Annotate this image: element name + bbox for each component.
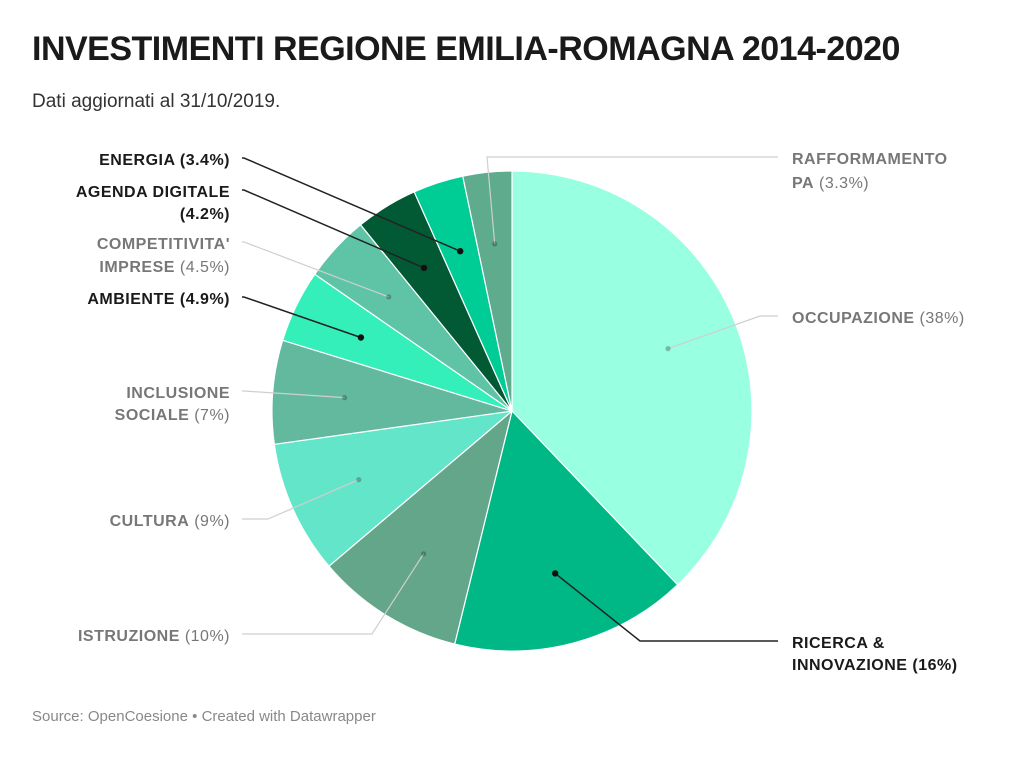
slice-label-value: (9%) (189, 513, 230, 530)
slice-label-name: INCLUSIONE (126, 385, 230, 402)
leader-line-competitivita-imprese (242, 241, 389, 298)
slice-label-inclusione-sociale-line-2: SOCIALE (7%) (115, 407, 230, 424)
slice-label-value: (4.9%) (175, 291, 230, 308)
slice-label-name: INNOVAZIONE (792, 657, 907, 674)
slice-label-value: (7%) (189, 407, 230, 424)
slice-label-rafformamento-pa-line-1: RAFFORMAMENTO (792, 151, 948, 168)
anchor-dot-competitivita-imprese (386, 294, 392, 300)
slice-label-rafformamento-pa-line-2: PA (3.3%) (792, 175, 869, 192)
anchor-dot-occupazione (665, 346, 671, 352)
slice-label-name: CULTURA (110, 513, 190, 530)
slice-label-ricerca-innovazione-line-1: RICERCA & (792, 635, 885, 652)
slice-label-name: RAFFORMAMENTO (792, 151, 948, 168)
slice-label-agenda-digitale-line-1: AGENDA DIGITALE (76, 184, 230, 201)
slice-label-ricerca-innovazione-line-2: INNOVAZIONE (16%) (792, 657, 958, 674)
slice-label-inclusione-sociale-line-1: INCLUSIONE (126, 385, 230, 402)
slice-label-istruzione-line-1: ISTRUZIONE (10%) (78, 628, 230, 645)
slice-label-ambiente-line-1: AMBIENTE (4.9%) (87, 291, 230, 308)
leader-line-energia (242, 157, 461, 252)
slice-label-value: (38%) (915, 310, 965, 327)
leader-lines (242, 156, 778, 642)
leader-line-occupazione (667, 315, 778, 350)
slice-label-name: OCCUPAZIONE (792, 310, 915, 327)
credit-text: Created with Datawrapper (201, 708, 376, 725)
slice-label-value: (4.5%) (175, 259, 230, 276)
slice-labels: OCCUPAZIONE (38%) RICERCA & INNOVAZIONE (1… (76, 151, 965, 674)
pie-slice-rafformamento-pa (462, 170, 513, 412)
anchor-dot-istruzione (421, 551, 427, 557)
pie-slice-ricerca-innovazione (453, 409, 679, 652)
pie-slice-inclusione-sociale (271, 339, 513, 446)
slice-label-occupazione-line-1: OCCUPAZIONE (38%) (792, 310, 965, 327)
anchor-dot-cultura (356, 477, 362, 483)
source-label: Source: (32, 708, 84, 725)
slice-label-name: COMPETITIVITA' (97, 236, 230, 253)
leader-line-agenda-digitale (242, 189, 425, 269)
anchor-dot-inclusione-sociale (341, 395, 348, 401)
slice-label-name: AMBIENTE (87, 291, 175, 308)
slice-label-name: PA (792, 175, 814, 192)
chart-subtitle: Dati aggiornati al 31/10/2019. (32, 91, 281, 112)
leader-line-rafformamento-pa (486, 156, 778, 244)
chart-footer: Source: OpenCoesione • Created with Data… (32, 708, 376, 725)
anchor-dot-energia (457, 248, 464, 255)
pie-chart: OCCUPAZIONE (38%) RICERCA & INNOVAZIONE (1… (76, 151, 965, 674)
anchor-dot-ambiente (357, 334, 365, 341)
leader-line-ricerca-innovazione (554, 572, 778, 642)
leader-line-cultura (242, 479, 359, 520)
chart-title: INVESTIMENTI REGIONE EMILIA-ROMAGNA 2014… (32, 30, 900, 68)
slice-label-energia-line-1: ENERGIA (3.4%) (99, 152, 230, 169)
footer-separator: • (192, 708, 198, 725)
pie-slice-istruzione (328, 409, 514, 645)
slice-label-cultura-line-1: CULTURA (9%) (110, 513, 230, 530)
leader-line-inclusione-sociale (242, 390, 345, 399)
slice-label-name: SOCIALE (115, 407, 190, 424)
slice-label-value: (4.2%) (180, 206, 230, 223)
slice-label-value: (3.3%) (814, 175, 869, 192)
slice-label-competitivita-imprese-line-1: COMPETITIVITA' (97, 236, 230, 253)
source-name: OpenCoesione (87, 708, 188, 725)
slice-label-value: (16%) (907, 657, 957, 674)
leader-line-istruzione (242, 553, 425, 635)
anchor-dot-rafformamento-pa (492, 241, 498, 247)
pie-slice-cultura (273, 410, 514, 568)
slice-label-name: AGENDA DIGITALE (76, 184, 230, 201)
pie-slices (271, 170, 753, 652)
anchor-dot-ricerca-innovazione (552, 570, 559, 577)
slice-label-agenda-digitale-line-2: (4.2%) (180, 206, 230, 223)
slice-label-name: RICERCA & (792, 635, 885, 652)
slice-label-value: (3.4%) (175, 152, 230, 169)
leader-line-ambiente (242, 296, 362, 339)
anchor-dot-agenda-digitale (420, 264, 428, 272)
pie-slice-occupazione (511, 170, 753, 586)
slice-label-competitivita-imprese-line-2: IMPRESE (4.5%) (99, 259, 230, 276)
slice-label-name: IMPRESE (99, 259, 175, 276)
slice-label-name: ISTRUZIONE (78, 628, 180, 645)
slice-label-value: (10%) (180, 628, 230, 645)
slice-label-name: ENERGIA (99, 152, 175, 169)
